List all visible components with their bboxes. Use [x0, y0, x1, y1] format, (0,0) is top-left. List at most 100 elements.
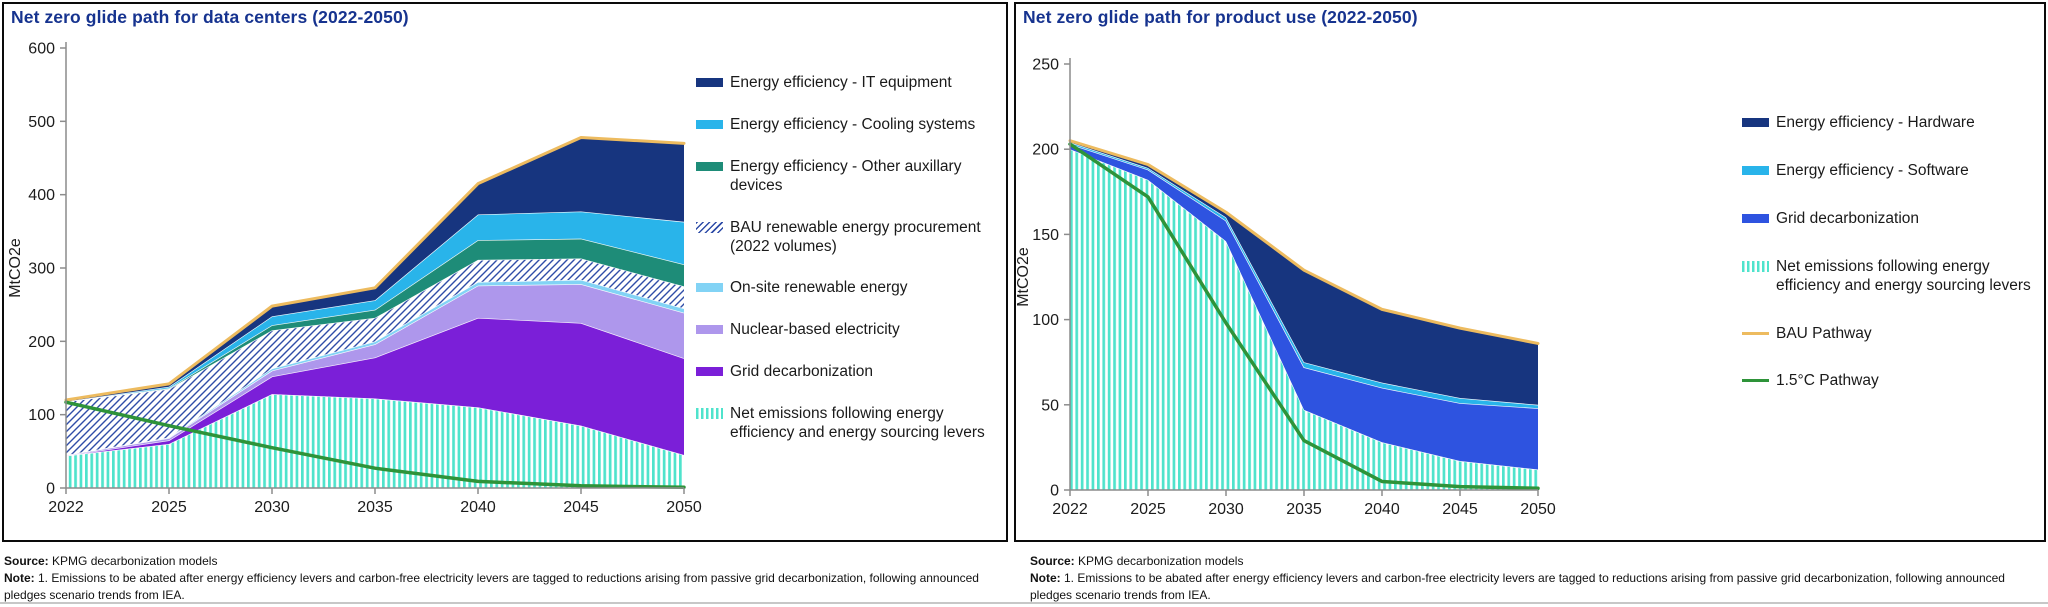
legend-swatch-icon — [696, 221, 723, 233]
source-note-right: Source: KPMG decarbonization models Note… — [1030, 553, 2040, 603]
pathway-line — [1068, 139, 1540, 345]
legend-swatch-icon — [696, 408, 723, 420]
area-series — [66, 137, 684, 402]
area-series — [66, 238, 684, 402]
legend-swatch-icon — [696, 367, 723, 377]
area-series — [66, 284, 684, 456]
legend-label: Energy efficiency - Software — [1776, 161, 1969, 179]
chart-panel-product-use: 0 50 100 150 200 250 2022 2025 2030 2035 2040 2045 2… — [1014, 2, 2046, 542]
x-axis-tick-label: 2050 — [666, 499, 702, 516]
x-axis-tick-label: 2035 — [1286, 501, 1322, 518]
product-use-chart: 0 50 100 150 200 250 2022 2025 2030 2035 2040 2045 2… — [1016, 57, 1556, 519]
area-series — [1070, 149, 1538, 490]
note-line: Note: 1. Emissions to be abated after en… — [1030, 570, 2005, 602]
y-axis-tick-label: 200 — [28, 334, 55, 351]
legend-item: Energy efficiency - Software — [1742, 162, 2042, 181]
area-series — [66, 258, 684, 455]
legend-label: Grid decarbonization — [1776, 209, 1920, 227]
legend-item: Grid decarbonization — [1742, 210, 2042, 229]
bottom-divider — [0, 602, 2048, 604]
legend-item: Nuclear-based electricity — [696, 321, 1008, 340]
page-title: Net zero glide path for product use (202… — [1023, 7, 1418, 27]
y-axis-tick-label: 400 — [28, 187, 55, 204]
legend-swatch-icon — [1742, 165, 1769, 175]
x-axis-tick-label: 2050 — [1520, 501, 1556, 518]
y-axis-title: MtCO2e — [1016, 247, 1032, 307]
pathway-line — [64, 135, 686, 402]
page-title: Net zero glide path for data centers (20… — [11, 7, 409, 27]
legend-label: On-site renewable energy — [730, 279, 908, 297]
y-axis-tick-label: 0 — [1050, 483, 1059, 500]
y-axis-tick-label: 250 — [1032, 57, 1059, 74]
x-axis-tick-label: 2045 — [563, 499, 599, 516]
y-axis-tick-label: 200 — [1032, 142, 1059, 159]
legend-label: BAU renewable energy procurement (2022 v… — [730, 218, 981, 255]
y-axis-tick-label: 500 — [28, 114, 55, 131]
y-axis-tick-label: 0 — [46, 481, 55, 498]
x-axis-tick-label: 2025 — [1130, 501, 1166, 518]
x-axis-tick-label: 2022 — [48, 499, 84, 516]
legend-item: Energy efficiency - Hardware — [1742, 114, 2042, 133]
legend-item: BAU renewable energy procurement (2022 v… — [696, 219, 1008, 257]
area-series — [1070, 144, 1538, 470]
x-axis-tick-label: 2035 — [357, 499, 393, 516]
y-axis-tick-label: 300 — [28, 261, 55, 278]
y-axis-tick-label: 600 — [28, 41, 55, 58]
legend-swatch-icon — [1742, 118, 1769, 127]
area-series — [66, 317, 684, 456]
area-series — [1070, 140, 1538, 405]
legend-label: 1.5°C Pathway — [1776, 372, 1879, 390]
legend-label: Energy efficiency - Cooling systems — [730, 115, 976, 133]
legend-item: Net emissions following energy efficienc… — [1742, 258, 2042, 296]
area-series — [66, 211, 684, 402]
y-axis-tick-label: 150 — [1032, 227, 1059, 244]
legend-swatch-icon — [1742, 260, 1769, 272]
legend-item: On-site renewable energy — [696, 279, 1008, 298]
pathway-line — [1068, 142, 1540, 491]
legend-label: Energy efficiency - IT equipment — [730, 74, 952, 91]
y-axis-tick-label: 100 — [28, 407, 55, 424]
legend-label: Net emissions following energy efficienc… — [730, 405, 985, 442]
legend-swatch-icon — [696, 119, 723, 129]
source-line: Source: KPMG decarbonization models — [4, 554, 218, 568]
x-axis-tick-label: 2022 — [1052, 501, 1088, 518]
legend-label: Energy efficiency - Other auxillary devi… — [730, 157, 962, 194]
legend-item: Energy efficiency - Other auxillary devi… — [696, 158, 1008, 196]
legend-swatch-icon — [1742, 331, 1769, 335]
x-axis-tick-label: 2040 — [1364, 501, 1400, 518]
legend-item: Grid decarbonization — [696, 363, 1008, 382]
pathway-line — [64, 400, 686, 490]
data-centers-chart: 0 100 200 300 400 500 600 2022 2025 2030 2035 2040 2… — [7, 41, 702, 517]
legend-item: Energy efficiency - Cooling systems — [696, 116, 1008, 135]
legend-label: Energy efficiency - Hardware — [1776, 114, 1975, 131]
chart-panel-data-centers: 0 100 200 300 400 500 600 2022 2025 2030 2035 2040 2… — [2, 2, 1008, 542]
x-axis-tick-label: 2045 — [1442, 501, 1478, 518]
note-line: Note: 1. Emissions to be abated after en… — [4, 570, 979, 602]
x-axis-tick-label: 2040 — [460, 499, 496, 516]
legend-label: Net emissions following energy efficienc… — [1776, 257, 2031, 294]
legend-label: Grid decarbonization — [730, 363, 874, 381]
legend-swatch-icon — [696, 78, 723, 87]
legend-swatch-icon — [696, 161, 723, 171]
legend-swatch-icon — [696, 283, 723, 293]
legend-item: Net emissions following energy efficienc… — [696, 405, 1008, 443]
source-line: Source: KPMG decarbonization models — [1030, 554, 1244, 568]
x-axis-tick-label: 2025 — [151, 499, 187, 516]
legend-swatch-icon — [1742, 213, 1769, 223]
legend-item: BAU Pathway — [1742, 325, 2042, 344]
area-series — [66, 394, 684, 488]
legend-label: Nuclear-based electricity — [730, 321, 900, 339]
legend-swatch-icon — [696, 325, 723, 335]
x-axis-tick-label: 2030 — [1208, 501, 1244, 518]
y-axis-tick-label: 50 — [1041, 397, 1059, 414]
y-axis-tick-label: 100 — [1032, 312, 1059, 329]
product-use-legend: Energy efficiency - Hardware Energy effic… — [1742, 114, 2042, 391]
legend-label: BAU Pathway — [1776, 324, 1872, 342]
legend-item: 1.5°C Pathway — [1742, 372, 2042, 391]
y-axis-title: MtCO2e — [7, 238, 24, 298]
legend-swatch-icon — [1742, 379, 1769, 383]
x-axis-tick-label: 2030 — [254, 499, 290, 516]
source-note-left: Source: KPMG decarbonization models Note… — [4, 553, 1004, 603]
legend-item: Energy efficiency - IT equipment — [696, 74, 1008, 93]
data-centers-legend: Energy efficiency - IT equipment Energy e… — [696, 74, 1008, 443]
